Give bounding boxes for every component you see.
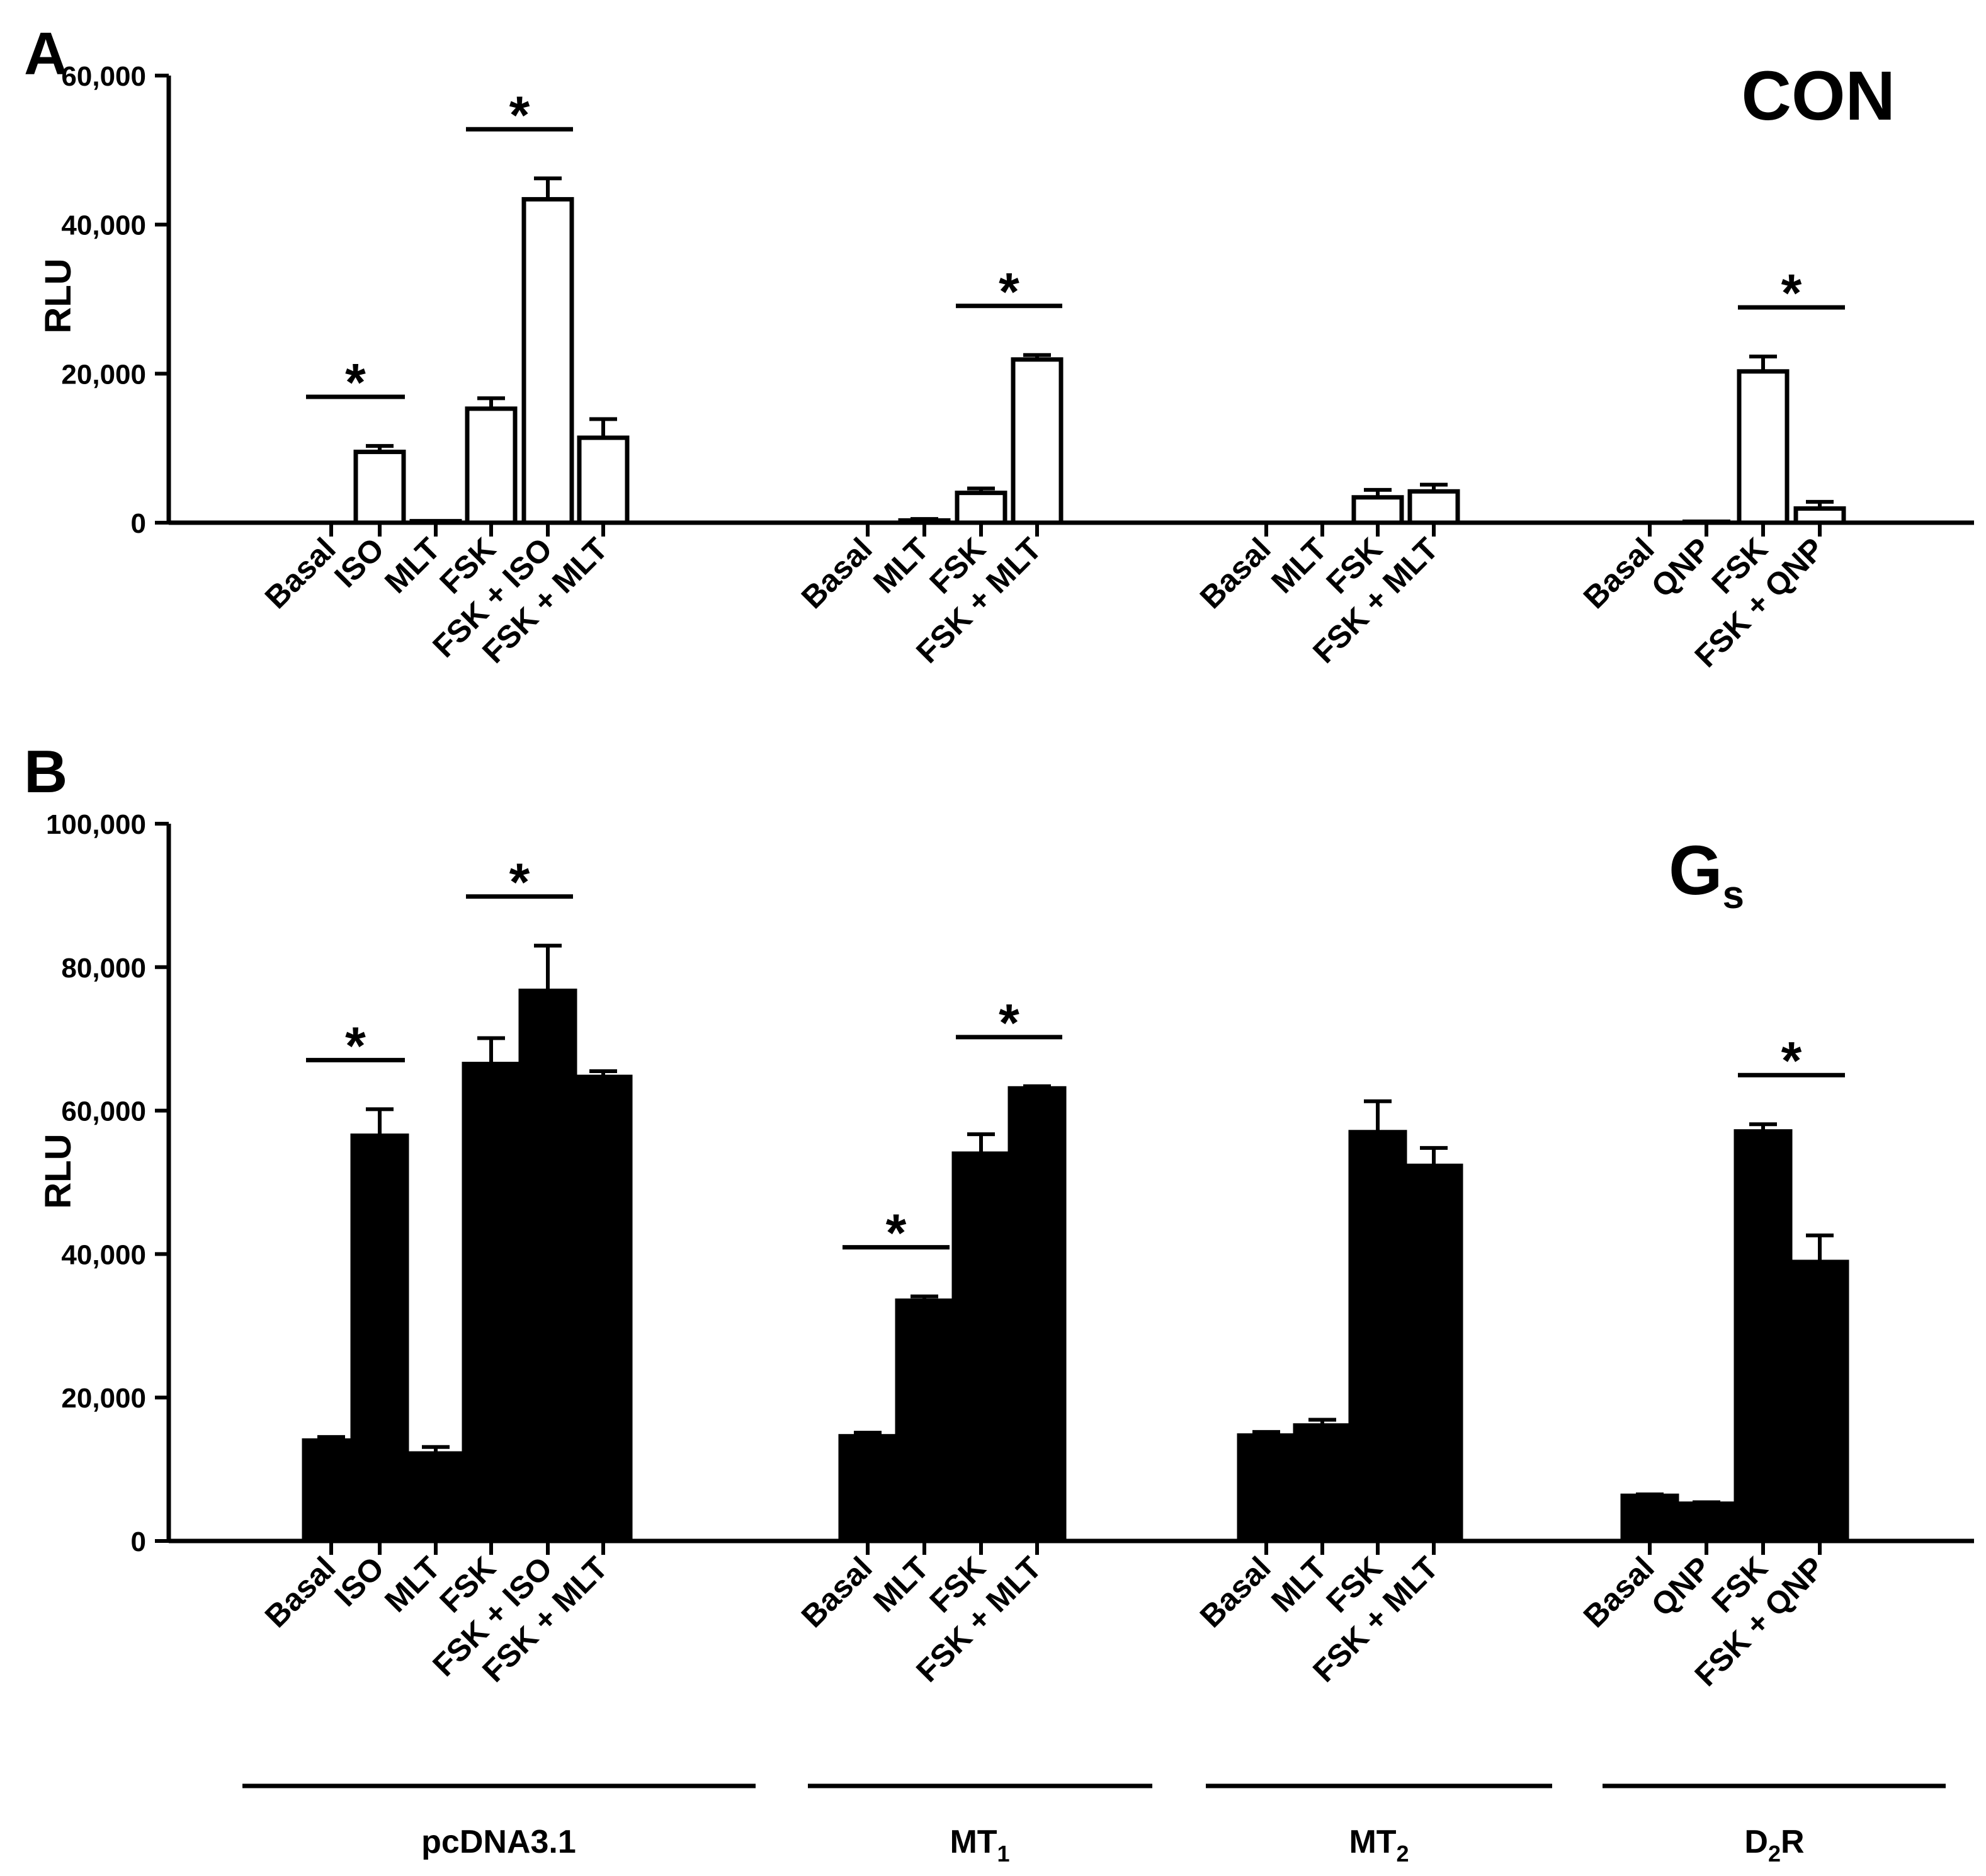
bar-mt2-mlt: [1293, 1423, 1352, 1543]
bar-mt2-fsk: [1348, 1130, 1407, 1543]
category-label: MLT: [378, 531, 447, 600]
bar-mt2-fsk-mlt: [1407, 489, 1460, 525]
bar-pcdna3.1-mlt: [406, 1451, 465, 1543]
panel-a-y-tick-label: 40,000: [61, 210, 146, 241]
significance-star: *: [999, 993, 1019, 1052]
bar-pcdna3.1-iso: [350, 1133, 409, 1543]
panel-a-y-axis-title: RLU: [38, 258, 79, 333]
panel-b-y-tick-label: 40,000: [61, 1239, 146, 1270]
category-label: Basal: [1577, 531, 1661, 615]
category-label: ISO: [327, 1550, 391, 1613]
bar-mt2-fsk-mlt: [1404, 1163, 1463, 1543]
panel-b-title: Gs: [1669, 832, 1744, 917]
significance-star: *: [345, 353, 366, 412]
category-label: MLT: [866, 531, 936, 600]
bar-d2r-basal: [1620, 1493, 1679, 1543]
bar-mt1-fsk: [951, 1151, 1011, 1543]
category-label: Basal: [795, 1550, 879, 1634]
category-label: QNP: [1645, 1550, 1718, 1623]
bar-pcdna3.1-fsk-mlt: [574, 1074, 633, 1543]
panel-b-letter: B: [24, 738, 67, 805]
category-label: MLT: [1264, 531, 1334, 600]
bar-mt1-mlt: [898, 518, 951, 525]
bar-d2r-qnp: [1677, 1501, 1736, 1543]
panel-b-title-base: G: [1669, 832, 1723, 909]
category-label: MLT: [378, 1550, 447, 1619]
category-label: MLT: [1264, 1550, 1334, 1619]
bar-pcdna3.1-fsk-iso: [521, 196, 574, 525]
panel-b-title-sub: s: [1723, 873, 1744, 917]
bar-pcdna3.1-fsk: [465, 406, 518, 525]
category-label: ISO: [327, 531, 391, 594]
category-label: Basal: [1577, 1550, 1661, 1634]
group-label-d2r: D2R: [1744, 1824, 1804, 1867]
group-label-mt1: MT1: [950, 1824, 1009, 1867]
panel-b-plot: 020,00040,00060,00080,000100,000BasalISO…: [46, 809, 1974, 1693]
bar-pcdna3.1-fsk: [462, 1062, 521, 1543]
bar-mt2-basal: [1237, 1433, 1296, 1543]
group-label-mt2: MT2: [1349, 1824, 1409, 1867]
category-label: Basal: [795, 531, 879, 615]
significance-star: *: [886, 1203, 907, 1263]
bar-mt2-fsk: [1351, 495, 1404, 525]
panel-a-y-tick-label: 60,000: [61, 61, 146, 92]
panel-a-y-tick-label: 20,000: [61, 359, 146, 390]
category-label: MLT: [866, 1550, 936, 1619]
significance-star: *: [345, 1016, 366, 1075]
significance-star: *: [999, 262, 1019, 321]
panel-b-y-tick-label: 80,000: [61, 953, 146, 984]
bar-mt1-fsk: [955, 491, 1007, 525]
panel-b-y-tick-label: 20,000: [61, 1383, 146, 1414]
bar-d2r-fsk: [1737, 369, 1790, 525]
panel-b-y-tick-label: 60,000: [61, 1096, 146, 1127]
panel-a-y-tick-label: 0: [131, 508, 146, 539]
panel-a-letter: A: [24, 20, 67, 88]
bar-mt1-fsk-mlt: [1007, 1086, 1067, 1543]
bar-pcdna3.1-basal: [302, 1438, 361, 1543]
bar-d2r-fsk-qnp: [1793, 506, 1846, 525]
bar-pcdna3.1-mlt: [409, 519, 462, 525]
bar-d2r-fsk: [1733, 1129, 1793, 1543]
bar-pcdna3.1-fsk-iso: [518, 988, 577, 1543]
bar-d2r-fsk-qnp: [1790, 1259, 1849, 1543]
panel-b-y-axis-title: RLU: [38, 1134, 79, 1208]
category-label: Basal: [1193, 531, 1278, 615]
bar-pcdna3.1-fsk-mlt: [577, 435, 630, 525]
significance-star: *: [1781, 263, 1802, 322]
panel-a-title: CON: [1742, 57, 1895, 135]
category-label: Basal: [258, 1550, 343, 1634]
category-label: QNP: [1645, 531, 1718, 604]
group-labels: pcDNA3.1 MT1 MT2 D2R: [242, 1783, 1946, 1867]
significance-star: *: [1781, 1031, 1802, 1090]
significance-star: *: [509, 85, 530, 144]
panel-b-y-tick-label: 100,000: [46, 809, 146, 840]
category-label: Basal: [258, 531, 343, 615]
bar-mt1-mlt: [895, 1298, 954, 1543]
bar-pcdna3.1-iso: [353, 450, 406, 525]
bar-mt1-basal: [838, 1434, 897, 1543]
group-label-pcdna: pcDNA3.1: [421, 1824, 576, 1860]
bar-mt1-fsk-mlt: [1011, 357, 1064, 525]
panel-b-y-tick-label: 0: [131, 1526, 146, 1557]
significance-star: *: [509, 853, 530, 912]
category-label: Basal: [1193, 1550, 1278, 1634]
